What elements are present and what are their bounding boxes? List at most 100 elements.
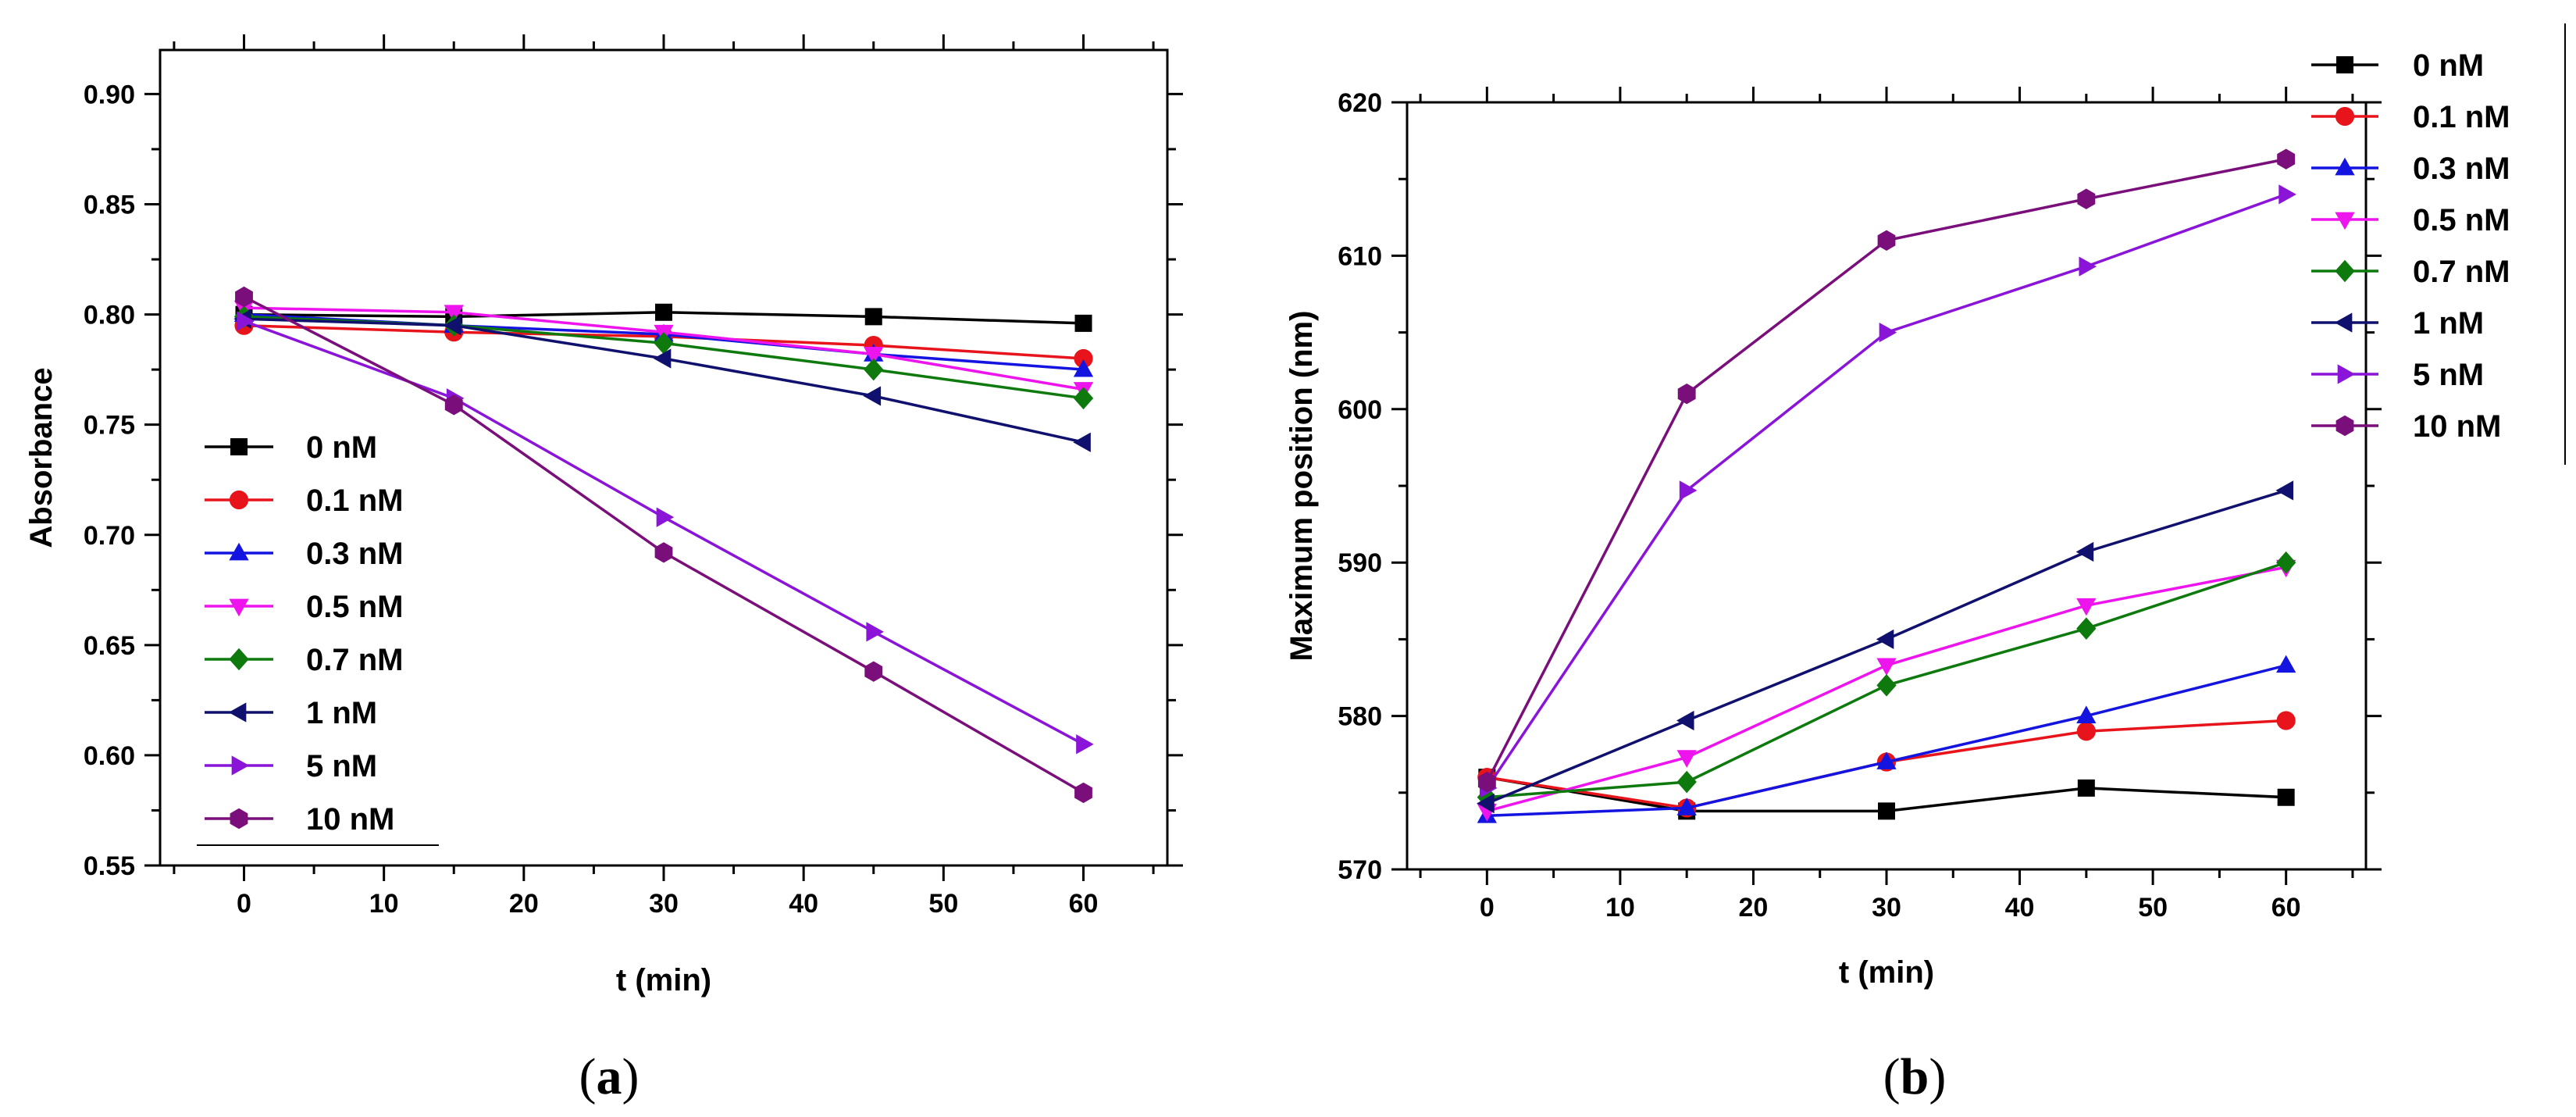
panel-b-legend-item-10-nm: 10 nM — [2311, 409, 2501, 444]
panel-a-point-0-nm-t30 — [655, 303, 672, 321]
panel-a-point-0-3-nm-t60 — [1073, 359, 1094, 377]
panel-a-point-0-1-nm-t60 — [1074, 348, 1093, 369]
panel-a-point-10-nm-t30 — [654, 542, 673, 563]
panel-b-legend-marker-0-7-nm — [2335, 259, 2355, 283]
panel-a-point-0-7-nm-t60 — [1073, 387, 1094, 410]
panel-a-legend-item-1-nm: 1 nM — [205, 696, 377, 730]
panel-b-point-5-nm-t60 — [2278, 184, 2296, 205]
panel-b-legend-item-0-1-nm: 0.1 nM — [2311, 100, 2510, 134]
panel-b-x-axis-title: t (min) — [1839, 955, 1934, 990]
panel-b-point-10-nm-t0 — [1477, 771, 1496, 793]
panel-b-point-0-3-nm-t15 — [1676, 798, 1697, 815]
panel-a-legend-label-1-nm: 1 nM — [306, 696, 377, 730]
panel-b-legend-marker-0-nm — [2336, 56, 2353, 73]
panel-b-point-0-7-nm-t45 — [2076, 617, 2097, 640]
panel-a-legend-marker-10-nm — [230, 808, 248, 830]
panel-a-y-axis-title: Absorbance — [24, 367, 59, 548]
panel-b-series-10-nm — [1477, 148, 2296, 793]
panel-a-legend-item-0-3-nm: 0.3 nM — [205, 537, 403, 571]
panel-b-point-10-nm-t15 — [1677, 384, 1696, 405]
panel-a-y-tick-label-0-75: 0.75 — [84, 411, 135, 441]
panel-b-point-10-nm-t60 — [2277, 148, 2296, 170]
panel-b-legend-item-0-5-nm: 0.5 nM — [2311, 203, 2510, 237]
panel-b-panel-label: (b) — [1883, 1048, 1947, 1105]
panel-a-point-10-nm-t60 — [1074, 782, 1092, 804]
panel-b-series-0-7-nm — [1477, 551, 2296, 808]
panel-b-series-line-5-nm — [1485, 193, 2287, 789]
panel-a-x-tick-label-30: 30 — [649, 889, 679, 919]
panel-a-point-1-nm-t30 — [653, 348, 672, 369]
panel-b-point-10-nm-t30 — [1877, 230, 1896, 251]
panel-b-legend-label-5-nm: 5 nM — [2413, 358, 2484, 392]
panel-a-chart: 0 10 20 30 40 50 60 0.55 0.60 0.65 0.70 0.75 0.80 0.8… — [24, 34, 1183, 1105]
panel-a-legend-label-0-5-nm: 0.5 nM — [306, 590, 403, 624]
panel-a-legend: 0 nM 0.1 nM 0.3 nM 0.5 nM 0.7 nM 1 nM 5 nM 10 n… — [197, 430, 439, 846]
panel-a-x-axis-title: t (min) — [616, 963, 711, 997]
panel-a-point-10-nm-t0 — [235, 286, 253, 308]
panel-b-point-1-nm-t60 — [2275, 480, 2294, 501]
panel-a-point-0-5-nm-t15 — [444, 305, 464, 323]
panel-a-legend-marker-1-nm — [228, 702, 247, 723]
panel-a-point-0-5-nm-t45 — [864, 347, 884, 365]
panel-a-legend-item-5-nm: 5 nM — [205, 749, 377, 783]
panel-b-point-5-nm-t45 — [2079, 256, 2097, 277]
panel-b-point-0-nm-t60 — [2277, 788, 2295, 806]
panel-b-legend-item-1-nm: 1 nM — [2311, 306, 2484, 341]
panel-a-point-0-7-nm-t30 — [654, 331, 674, 355]
panel-b-point-0-3-nm-t45 — [2076, 705, 2097, 723]
panel-b-series-1-nm — [1477, 480, 2294, 814]
panel-b-legend-marker-0-1-nm — [2335, 106, 2355, 127]
panel-b-legend-label-0-nm: 0 nM — [2413, 48, 2484, 83]
panel-b-point-10-nm-t45 — [2077, 188, 2096, 209]
panel-b-point-1-nm-t0 — [1477, 793, 1495, 814]
panel-a-point-10-nm-t15 — [444, 394, 463, 416]
panel-a-legend-item-0-7-nm: 0.7 nM — [205, 643, 403, 677]
panel-b-legend-marker-0-5-nm — [2335, 212, 2355, 230]
panel-b-point-0-nm-t45 — [2077, 779, 2095, 797]
panel-b-x-tick-label-40: 40 — [2005, 893, 2035, 923]
panel-b-x-tick-label-60: 60 — [2271, 893, 2301, 923]
panel-a-point-5-nm-t60 — [1076, 734, 1094, 755]
panel-b-point-1-nm-t15 — [1676, 710, 1694, 731]
panel-b-x-tick-label-30: 30 — [1872, 893, 1901, 923]
panel-b-point-0-3-nm-t60 — [2276, 655, 2296, 673]
panel-b-x-tick-label-0: 0 — [1480, 893, 1495, 923]
panel-a-x-tick-label-10: 10 — [369, 889, 399, 919]
panel-b-legend-item-0-nm: 0 nM — [2311, 48, 2484, 83]
panel-b-y-tick-label-590: 590 — [1338, 548, 1382, 578]
panel-b-point-0-1-nm-t45 — [2076, 722, 2096, 741]
panel-a-panel-label: (a) — [579, 1048, 640, 1105]
panel-a-y-tick-label-0-90: 0.90 — [84, 80, 135, 109]
panel-a-point-1-nm-t15 — [444, 316, 461, 336]
panel-b-x-tick-label-50: 50 — [2138, 893, 2168, 923]
panel-b-legend-item-5-nm: 5 nM — [2311, 358, 2484, 392]
panel-b-y-tick-label-570: 570 — [1338, 855, 1382, 885]
panel-a-series-line-5-nm — [243, 319, 1085, 746]
panel-a-legend-label-5-nm: 5 nM — [306, 749, 377, 783]
panel-b-legend-label-10-nm: 10 nM — [2413, 409, 2501, 444]
panel-b-point-0-7-nm-t30 — [1876, 674, 1897, 697]
panel-a-x-tick-label-40: 40 — [789, 889, 818, 919]
panel-a-x-tick-label-0: 0 — [237, 889, 251, 919]
panel-b-legend-label-0-5-nm: 0.5 nM — [2413, 203, 2510, 237]
panel-b-legend-marker-5-nm — [2337, 364, 2356, 384]
panel-b-legend-marker-1-nm — [2334, 312, 2353, 333]
panel-a-x-tick-label-60: 60 — [1069, 889, 1099, 919]
panel-b-legend-label-0-1-nm: 0.1 nM — [2413, 100, 2510, 134]
panel-b-y-tick-label-600: 600 — [1338, 395, 1382, 425]
panel-b-point-0-5-nm-t45 — [2076, 598, 2097, 616]
panel-a-legend-marker-5-nm — [231, 755, 250, 776]
panel-a-legend-item-0-1-nm: 0.1 nM — [205, 484, 403, 518]
panel-a-y-tick-label-0-55: 0.55 — [84, 851, 135, 881]
panel-b-x-tick-label-20: 20 — [1739, 893, 1769, 923]
panel-b-legend-marker-0-3-nm — [2335, 157, 2355, 176]
panel-b-point-1-nm-t30 — [1876, 629, 1894, 650]
panel-a-point-0-7-nm-t45 — [864, 358, 884, 381]
panel-b-legend: 0 nM 0.1 nM 0.3 nM 0.5 nM 0.7 nM 1 nM 5 nM 10 n… — [2311, 23, 2566, 465]
panel-b-legend-label-1-nm: 1 nM — [2413, 306, 2484, 341]
panel-a-y-tick-label-0-60: 0.60 — [84, 741, 135, 771]
panel-a-point-10-nm-t45 — [864, 661, 883, 682]
panel-a-legend-item-0-nm: 0 nM — [205, 430, 377, 465]
panel-a-y-tick-label-0-80: 0.80 — [84, 301, 135, 330]
